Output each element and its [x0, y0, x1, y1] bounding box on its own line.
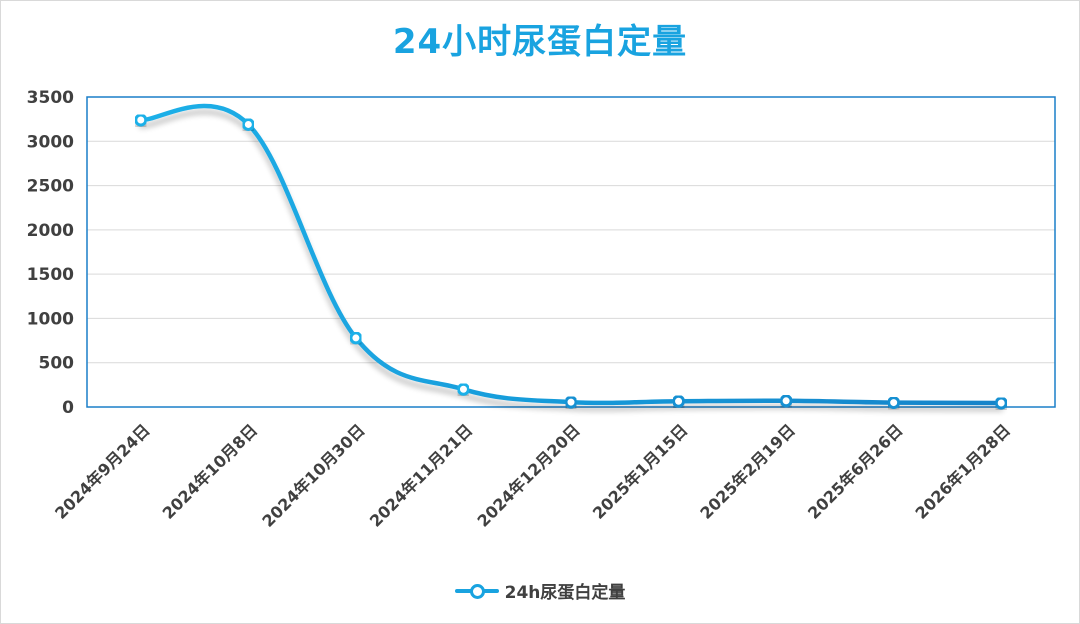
data-point — [672, 394, 686, 408]
x-tick-label: 2024年12月20日 — [473, 420, 583, 530]
data-point — [241, 117, 255, 131]
data-point — [994, 396, 1008, 410]
y-tick-label: 3500 — [27, 88, 74, 108]
data-point — [456, 382, 470, 396]
legend: 24h尿蛋白定量 — [0, 578, 1080, 603]
x-tick-label: 2025年6月26日 — [804, 420, 906, 522]
y-tick-label: 2000 — [27, 221, 74, 241]
y-tick-label: 500 — [39, 354, 75, 374]
y-tick-label: 1500 — [27, 265, 74, 285]
y-axis-ticks: 0 500 1000 1500 2000 2500 3000 3500 — [27, 88, 74, 418]
data-point — [564, 395, 578, 409]
data-point — [134, 113, 148, 127]
y-tick-label: 2500 — [27, 177, 74, 197]
plot-area-border — [86, 96, 1056, 408]
series-group — [134, 103, 1008, 410]
x-tick-label: 2026年1月28日 — [912, 420, 1014, 522]
chart-title: 24小时尿蛋白定量 — [392, 22, 688, 62]
data-point — [349, 331, 363, 345]
legend-swatch-icon — [454, 581, 499, 601]
x-tick-label: 2024年11月21日 — [366, 420, 476, 530]
data-point — [887, 396, 901, 410]
x-axis-ticks: 2024年9月24日 2024年10月8日2024年10月30日2024年11月2… — [51, 420, 1014, 530]
x-tick-label: 2025年1月15日 — [589, 420, 691, 522]
series-line — [138, 103, 1004, 406]
y-tick-label: 0 — [62, 398, 74, 418]
x-tick-label: 2024年9月24日 — [51, 420, 153, 522]
grid-lines — [87, 96, 1055, 364]
y-tick-label: 1000 — [27, 309, 74, 329]
x-tick-label: 2024年10月30日 — [258, 420, 368, 530]
data-point — [779, 394, 793, 408]
x-tick-label: 2025年2月19日 — [696, 420, 798, 522]
legend-label: 24h尿蛋白定量 — [504, 583, 626, 603]
x-tick-label: 2024年10月8日 — [159, 420, 261, 522]
y-tick-label: 3000 — [27, 132, 74, 152]
